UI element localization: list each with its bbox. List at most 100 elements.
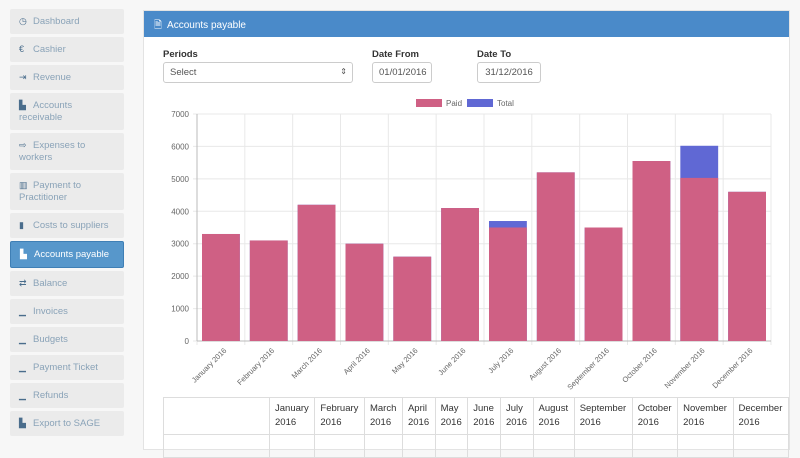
column-header: June 2016	[467, 397, 501, 435]
y-tick-label: 3000	[171, 240, 189, 249]
monthly-table: January 2016 February 2016 March 2016 April…	[163, 397, 790, 458]
table-cell	[434, 434, 469, 458]
sidebar-item-label: Dashboard	[33, 16, 80, 27]
euro-icon: €	[19, 44, 25, 54]
bar-paid	[680, 177, 719, 341]
sidebar-item-label: Budgets	[33, 334, 68, 345]
periods-label: Periods	[163, 49, 198, 60]
table-header-row: January 2016 February 2016 March 2016 April…	[163, 397, 790, 435]
table-cell	[631, 434, 679, 458]
table-cell	[314, 434, 365, 458]
x-tick-label: September 2016	[565, 346, 611, 392]
column-header: November 2016	[677, 397, 734, 435]
sidebar-item-label: Accounts receivable	[19, 100, 73, 123]
chart-icon: ▁	[19, 362, 26, 372]
sidebar-item-accounts-receivable[interactable]: ▙ Accounts receivable	[10, 93, 124, 130]
sidebar-item-label: Revenue	[33, 72, 72, 83]
select-arrows-icon: ⇕	[340, 67, 347, 76]
column-header: August 2016	[532, 397, 575, 435]
y-tick-label: 7000	[171, 110, 189, 119]
y-tick-label: 0	[185, 337, 190, 346]
x-tick-label: October 2016	[620, 346, 659, 385]
chart-icon: ▁	[19, 390, 26, 400]
bar-paid	[584, 227, 623, 341]
sidebar-item-cashier[interactable]: € Cashier	[10, 37, 124, 62]
sidebar-item-accounts-payable[interactable]: ▙ Accounts payable	[10, 241, 124, 268]
bar-paid	[441, 208, 479, 341]
table-cell	[401, 434, 436, 458]
bar-paid	[632, 161, 671, 341]
barcode-icon: ▮	[19, 220, 24, 230]
column-header: April 2016	[401, 397, 436, 435]
column-header: December 2016	[732, 397, 790, 435]
sidebar-item-payment-ticket[interactable]: ▁ Payment Ticket	[10, 355, 124, 380]
bar-paid	[297, 204, 336, 341]
sidebar-item-revenue[interactable]: ⇥ Revenue	[10, 65, 124, 90]
sidebar-item-label: Invoices	[33, 306, 68, 317]
y-tick-label: 6000	[171, 142, 189, 151]
sidebar-item-dashboard[interactable]: ◷ Dashboard	[10, 9, 124, 34]
sidebar-item-costs-to-suppliers[interactable]: ▮ Costs to suppliers	[10, 213, 124, 238]
sidebar-item-label: Refunds	[33, 390, 69, 401]
table-cell	[163, 434, 270, 458]
sidebar-item-label: Cashier	[33, 44, 66, 55]
column-header: May 2016	[434, 397, 469, 435]
table-cell	[677, 434, 734, 458]
date-from-input[interactable]: 01/01/2016	[372, 62, 432, 83]
sidebar-item-expenses-to-workers[interactable]: ⇨ Expenses to workers	[10, 133, 124, 170]
date-from-label: Date From	[372, 49, 419, 60]
sidebar-item-label: Payment to Practitioner	[19, 180, 82, 203]
bar-paid	[345, 243, 384, 341]
x-tick-label: March 2016	[290, 346, 324, 380]
y-tick-label: 2000	[171, 272, 189, 281]
cash-register-icon: ▙	[19, 100, 26, 110]
file-icon: 🗎	[154, 20, 163, 31]
y-tick-label: 4000	[171, 207, 189, 216]
column-header: July 2016	[499, 397, 534, 435]
exchange-icon: ⇄	[19, 278, 27, 288]
legend-label: Total	[497, 99, 514, 108]
x-tick-label: August 2016	[527, 346, 563, 382]
bar-paid	[249, 240, 288, 341]
x-tick-label: December 2016	[710, 346, 754, 390]
table-cell	[532, 434, 575, 458]
bar-paid	[202, 233, 240, 341]
sidebar-item-label: Accounts payable	[34, 249, 109, 260]
table-cell	[732, 434, 790, 458]
bar-paid	[489, 227, 527, 341]
table-cell	[467, 434, 501, 458]
date-to-input[interactable]: 31/12/2016	[477, 62, 541, 83]
sidebar-item-balance[interactable]: ⇄ Balance	[10, 271, 124, 296]
clock-icon: ◷	[19, 16, 27, 26]
x-tick-label: February 2016	[235, 346, 276, 387]
column-header: January 2016	[268, 397, 316, 435]
sign-in-icon: ⇥	[19, 72, 27, 82]
sidebar-item-budgets[interactable]: ▁ Budgets	[10, 327, 124, 352]
legend-label: Paid	[446, 99, 462, 108]
x-tick-label: November 2016	[663, 346, 707, 390]
x-tick-label: July 2016	[486, 346, 515, 375]
sidebar: ◷ Dashboard € Cashier ⇥ Revenue ▙ Accounts rece…	[10, 9, 124, 439]
column-header: September 2016	[573, 397, 633, 435]
columns-icon: ▥	[19, 180, 28, 190]
column-header: October 2016	[631, 397, 679, 435]
sidebar-item-refunds[interactable]: ▁ Refunds	[10, 383, 124, 408]
sidebar-item-label: Balance	[33, 278, 68, 289]
sidebar-item-invoices[interactable]: ▁ Invoices	[10, 299, 124, 324]
column-header	[163, 397, 270, 435]
periods-select[interactable]: Select ⇕	[163, 62, 353, 83]
y-tick-label: 1000	[171, 305, 189, 314]
sidebar-item-label: Expenses to workers	[19, 140, 86, 163]
sidebar-item-label: Export to SAGE	[33, 418, 101, 429]
column-header: February 2016	[314, 397, 365, 435]
sign-out-icon: ⇨	[19, 140, 27, 150]
panel-header: 🗎 Accounts payable	[144, 11, 789, 37]
table-row	[163, 434, 790, 458]
table-cell	[268, 434, 316, 458]
sidebar-item-label: Payment Ticket	[33, 362, 98, 373]
chart-icon: ▁	[19, 306, 26, 316]
y-tick-label: 5000	[171, 175, 189, 184]
sidebar-item-payment-to-practitioner[interactable]: ▥ Payment to Practitioner	[10, 173, 124, 210]
bar-paid	[393, 256, 432, 341]
sidebar-item-export-to-sage[interactable]: ▙ Export to SAGE	[10, 411, 124, 436]
